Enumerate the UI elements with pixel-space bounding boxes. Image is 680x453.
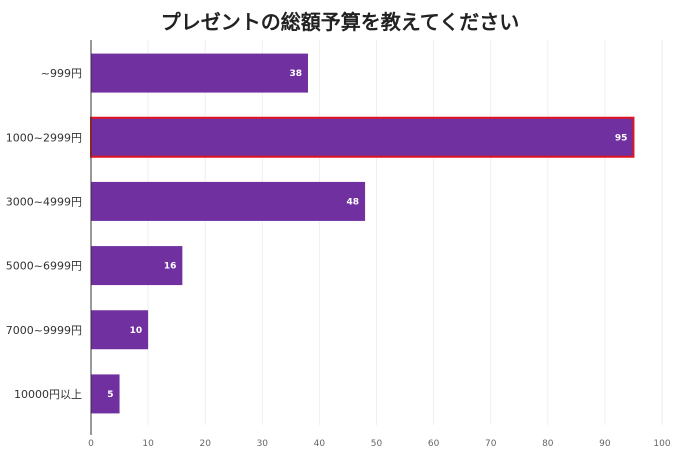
bar	[91, 374, 120, 414]
y-category-label: 5000~6999円	[6, 260, 82, 273]
y-category-label: 3000~4999円	[6, 195, 82, 208]
chart-title: プレゼントの総額予算を教えてください	[160, 10, 520, 34]
x-tick-label: 50	[371, 439, 383, 449]
bar	[91, 246, 183, 286]
data-label: 5	[107, 390, 113, 400]
data-label: 10	[130, 326, 143, 336]
bar	[91, 181, 366, 221]
x-tick-label: 70	[485, 439, 497, 449]
data-label: 16	[164, 262, 177, 272]
x-tick-label: 90	[599, 439, 611, 449]
y-category-label: 10000円以上	[14, 388, 82, 401]
x-tick-label: 30	[257, 439, 269, 449]
data-label: 38	[289, 69, 302, 79]
x-tick-label: 80	[542, 439, 554, 449]
y-category-label: ~999円	[41, 67, 82, 80]
x-tick-label: 60	[428, 439, 440, 449]
x-tick-label: 20	[199, 439, 211, 449]
x-tick-label: 40	[314, 439, 326, 449]
data-label: 48	[347, 197, 360, 207]
y-category-label: 1000~2999円	[6, 131, 82, 144]
bar	[91, 53, 308, 93]
x-tick-label: 0	[88, 439, 94, 449]
y-category-label: 7000~9999円	[6, 324, 82, 337]
x-tick-label: 100	[653, 439, 670, 449]
data-label: 95	[615, 133, 628, 143]
bar	[91, 310, 149, 350]
bar	[90, 116, 635, 158]
x-tick-label: 10	[142, 439, 154, 449]
